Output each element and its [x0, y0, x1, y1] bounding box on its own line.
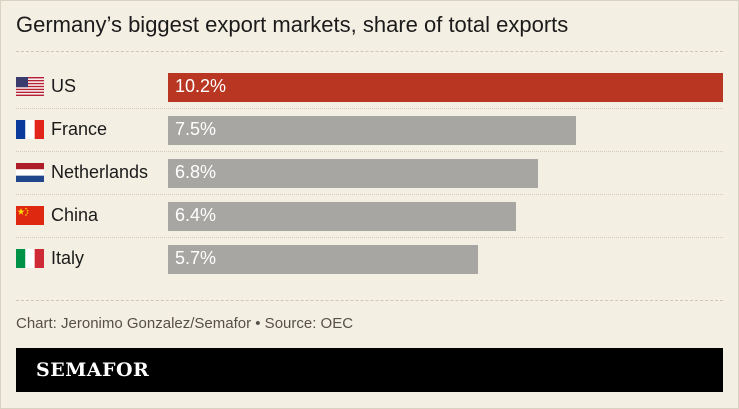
source-credit: Chart: Jeronimo Gonzalez/Semafor • Sourc…	[16, 315, 354, 332]
chart-title: Germany’s biggest export markets, share …	[16, 12, 569, 37]
bar	[168, 116, 576, 145]
row-divider	[16, 151, 723, 152]
category-label: France	[51, 119, 108, 139]
category-label: China	[51, 205, 99, 225]
bar-row-italy: Italy 5.7%	[16, 238, 723, 281]
italy-flag-icon	[16, 249, 44, 268]
title-divider	[16, 51, 723, 52]
france-flag-icon	[16, 120, 44, 139]
netherlands-flag-icon	[16, 163, 44, 182]
china-flag-icon	[16, 206, 44, 225]
bar-row-china: China 6.4%	[16, 195, 723, 238]
row-divider	[16, 108, 723, 109]
data-label: 6.8%	[175, 162, 217, 182]
data-label: 5.7%	[175, 248, 217, 268]
bar-row-netherlands: Netherlands 6.8%	[16, 152, 723, 195]
row-divider	[16, 194, 723, 195]
row-divider	[16, 237, 723, 238]
bar	[168, 73, 723, 102]
us-flag-icon	[16, 77, 44, 96]
bar	[168, 245, 478, 274]
category-label: US	[51, 76, 77, 96]
bar-row-us: US 10.2%	[16, 66, 723, 109]
category-label: Netherlands	[51, 162, 149, 182]
category-label: Italy	[51, 248, 85, 268]
bar-row-france: France 7.5%	[16, 109, 723, 152]
semafor-logo: SEMAFOR	[36, 359, 150, 381]
brand-footer: SEMAFOR	[16, 348, 723, 392]
footer-divider	[16, 300, 723, 301]
data-label: 6.4%	[175, 205, 217, 225]
data-label: 7.5%	[175, 119, 217, 139]
bar	[168, 202, 516, 231]
data-label: 10.2%	[175, 76, 227, 96]
bar	[168, 159, 538, 188]
